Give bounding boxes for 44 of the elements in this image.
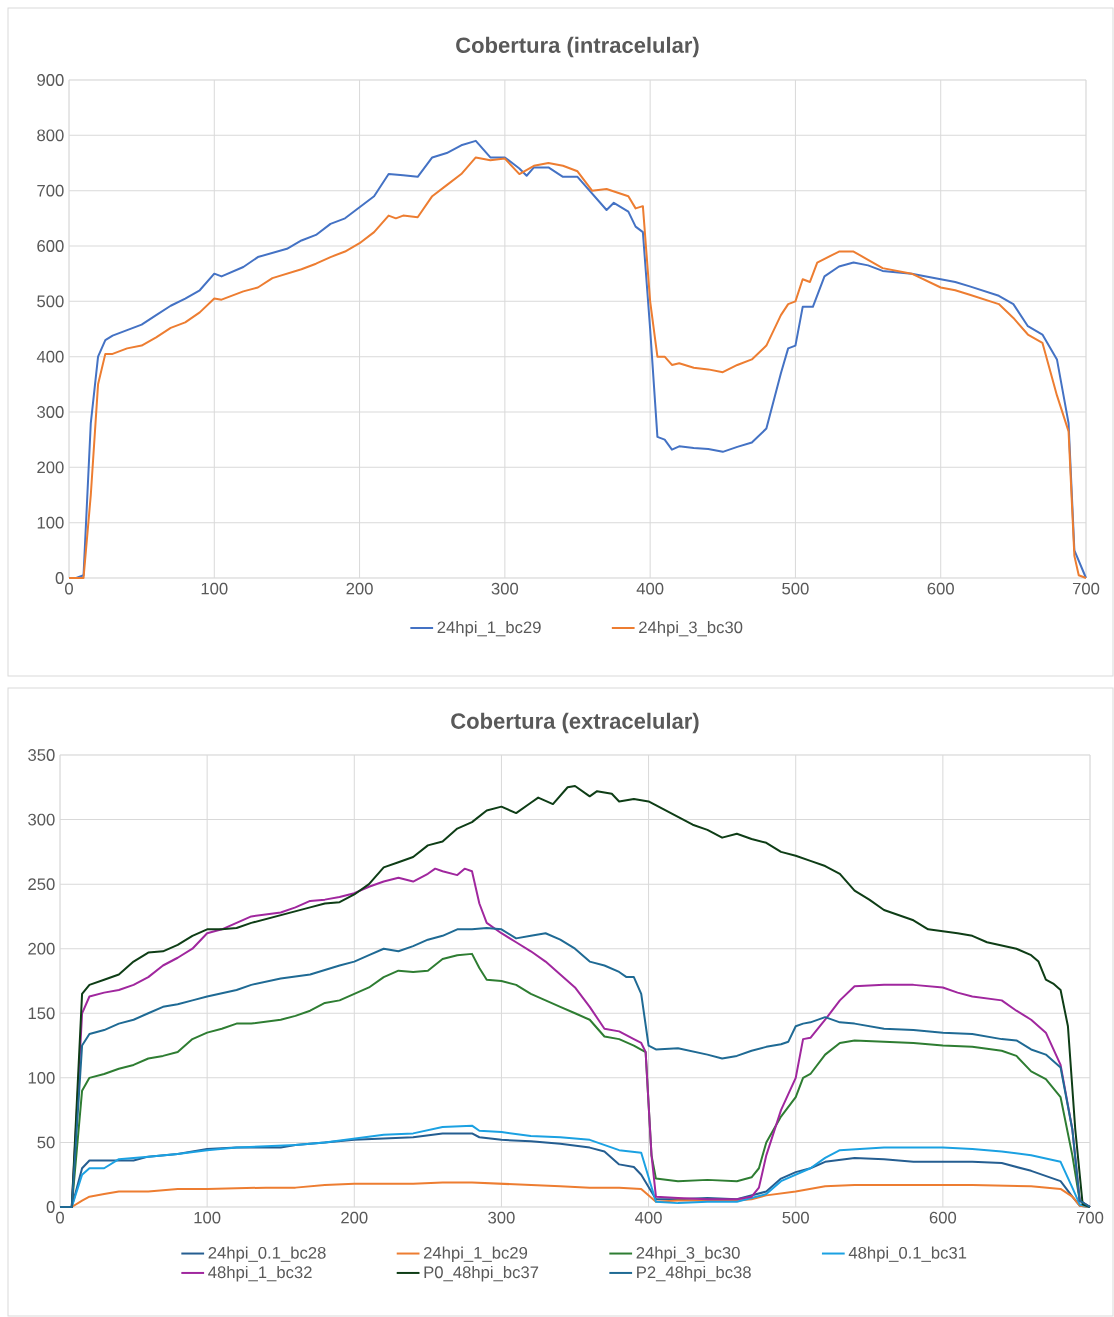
- x-tick-label: 400: [636, 582, 664, 595]
- y-tick-label: 400: [36, 350, 64, 363]
- y-tick-label: 300: [37, 406, 64, 418]
- x-tick-label: 100: [201, 582, 228, 595]
- x-tick-label: 500: [782, 1211, 809, 1224]
- y-tick-label: 50: [37, 1136, 55, 1149]
- y-tick-label: 150: [28, 1007, 55, 1020]
- x-tick-label: 600: [927, 582, 954, 595]
- y-tick-label: 700: [37, 184, 64, 197]
- legend-label: 48hpi_1_bc32: [208, 1265, 312, 1282]
- y-tick-label: 500: [37, 295, 64, 308]
- y-tick-label: 250: [28, 878, 55, 891]
- y-tick-label: 300: [28, 813, 55, 826]
- x-tick-label: 100: [194, 1211, 221, 1224]
- x-tick-label: 500: [782, 582, 809, 595]
- legend-label: 24hpi_1_bc29: [437, 620, 541, 637]
- x-tick-label: 300: [491, 582, 519, 595]
- y-tick-label: 200: [37, 461, 64, 474]
- chart-title: Cobertura (extracelular): [451, 712, 699, 734]
- x-tick-label: 700: [1072, 582, 1100, 595]
- x-tick-label: 400: [635, 1211, 662, 1224]
- legend-label: P2_48hpi_bc38: [637, 1265, 751, 1282]
- y-tick-label: 800: [37, 129, 64, 142]
- y-tick-label: 600: [37, 240, 64, 252]
- y-tick-label: 200: [28, 942, 55, 955]
- x-tick-label: 200: [346, 582, 373, 595]
- y-tick-label: 350: [28, 749, 55, 761]
- legend-label: 48hpi_0.1_bc31: [848, 1246, 967, 1263]
- legend-label: P0_48hpi_bc37: [424, 1265, 539, 1282]
- legend-label: 24hpi_0.1_bc28: [208, 1246, 326, 1263]
- legend-label: 24hpi_1_bc29: [423, 1246, 528, 1263]
- y-tick-label: 100: [37, 516, 64, 529]
- x-tick-label: 600: [929, 1211, 957, 1224]
- chart-title: Cobertura (intracelular): [456, 36, 699, 58]
- x-tick-label: 300: [488, 1211, 515, 1224]
- y-tick-label: 0: [46, 1201, 55, 1213]
- y-tick-label: 900: [37, 74, 64, 86]
- x-tick-label: 200: [341, 1211, 368, 1224]
- legend-label: 24hpi_3_bc30: [636, 1246, 740, 1263]
- x-tick-label: 0: [65, 582, 73, 595]
- x-tick-label: 700: [1076, 1211, 1104, 1224]
- legend-label: 24hpi_3_bc30: [639, 620, 743, 637]
- y-tick-label: 0: [55, 572, 64, 584]
- y-tick-label: 100: [28, 1071, 55, 1084]
